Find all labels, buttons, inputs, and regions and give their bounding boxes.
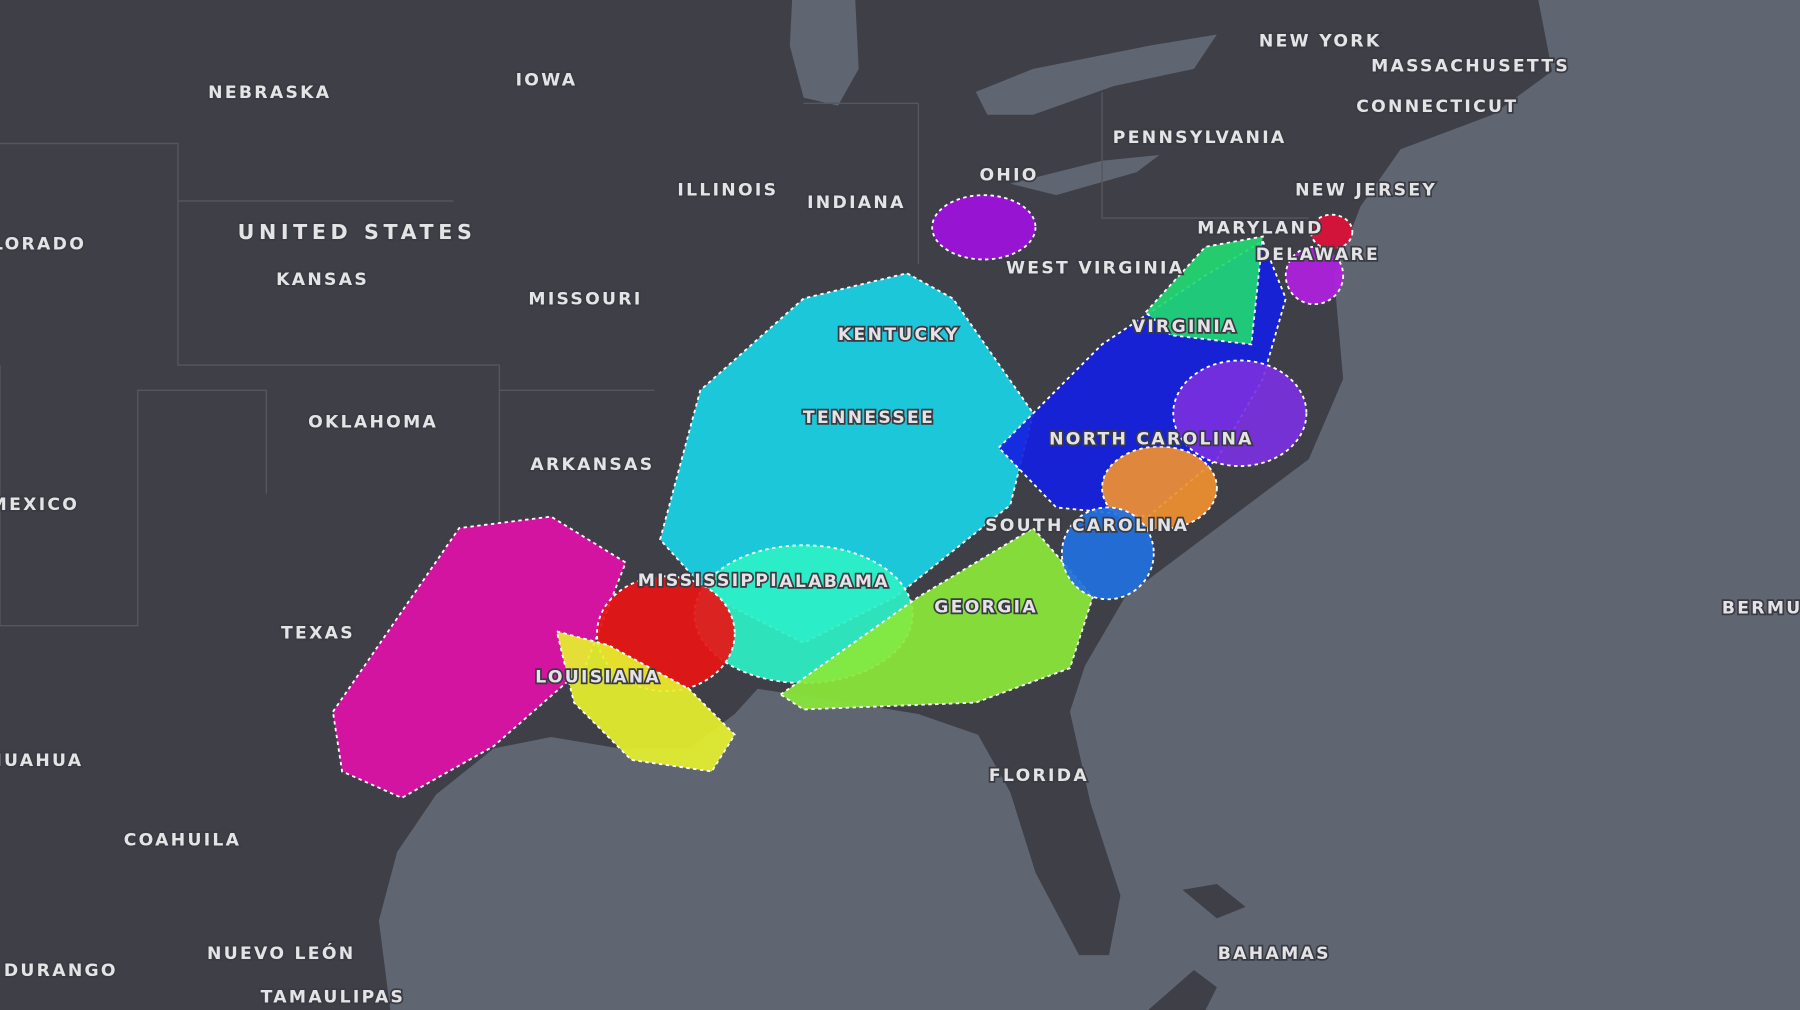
place-label: BAHAMAS <box>1218 944 1331 964</box>
place-label: KENTUCKY <box>838 325 960 345</box>
place-label: PENNSYLVANIA <box>1113 128 1287 148</box>
great-lakes <box>789 0 1217 196</box>
place-label: TEXAS <box>281 624 355 644</box>
region <box>1144 235 1264 346</box>
place-label: TAMAULIPAS <box>261 988 406 1008</box>
place-label: ALABAMA <box>779 572 890 592</box>
borders <box>0 91 1309 627</box>
place-label: MISSISSIPPI <box>638 571 779 591</box>
labels: NEBRASKA IOWA ILLINOIS INDIANA OHIO NEW YORK M… <box>0 30 1800 1010</box>
place-label: INDIANA <box>807 193 906 213</box>
place-label: ILLINOIS <box>677 181 778 201</box>
place-label: MEXICO <box>0 495 79 515</box>
cuba <box>1148 883 1246 1010</box>
region <box>1172 359 1308 468</box>
place-label: OHIO <box>979 166 1038 186</box>
place-label: MISSOURI <box>528 290 642 310</box>
place-label: OKLAHOMA <box>308 412 438 432</box>
place-label: CONNECTICUT <box>1356 97 1518 117</box>
region <box>1284 245 1345 306</box>
place-label: VIRGINIA <box>1132 317 1238 337</box>
region <box>659 272 1035 644</box>
place-label: ARKANSAS <box>530 455 654 475</box>
place-label: NEW YORK <box>1259 31 1382 51</box>
region <box>331 515 627 799</box>
region <box>931 194 1037 261</box>
place-label: NUEVO LEÓN <box>207 942 355 964</box>
place-label: DELAWARE <box>1256 245 1380 265</box>
place-label: SOUTH CAROLINA <box>985 516 1189 536</box>
region <box>1101 445 1218 531</box>
region <box>555 630 736 773</box>
region <box>779 526 1094 711</box>
place-label: NEW JERSEY <box>1295 181 1437 201</box>
place-label: GEORGIA <box>934 597 1038 617</box>
place-label: LORADO <box>0 235 86 255</box>
range-regions <box>331 194 1354 799</box>
place-label: FLORIDA <box>989 766 1089 786</box>
state-borders <box>0 91 1309 627</box>
place-label: NORTH CAROLINA <box>1049 430 1254 450</box>
place-label: UNITED STATES <box>238 220 477 244</box>
place-label: BERMU <box>1722 598 1800 618</box>
place-label: NEBRASKA <box>208 83 331 103</box>
region <box>1060 506 1155 601</box>
place-label: MARYLAND <box>1197 218 1324 238</box>
region <box>1310 213 1354 251</box>
place-label: AHUAHUA <box>0 751 83 771</box>
place-label: KANSAS <box>276 270 369 290</box>
place-label: IOWA <box>516 70 578 90</box>
place-label: MASSACHUSETTS <box>1371 57 1570 77</box>
place-label: COAHUILA <box>124 830 242 850</box>
place-label: DURANGO <box>4 961 118 981</box>
place-label: TENNESSEE <box>803 408 935 428</box>
place-label: LOUISIANA <box>535 667 661 687</box>
place-label: WEST VIRGINIA <box>1006 259 1184 279</box>
